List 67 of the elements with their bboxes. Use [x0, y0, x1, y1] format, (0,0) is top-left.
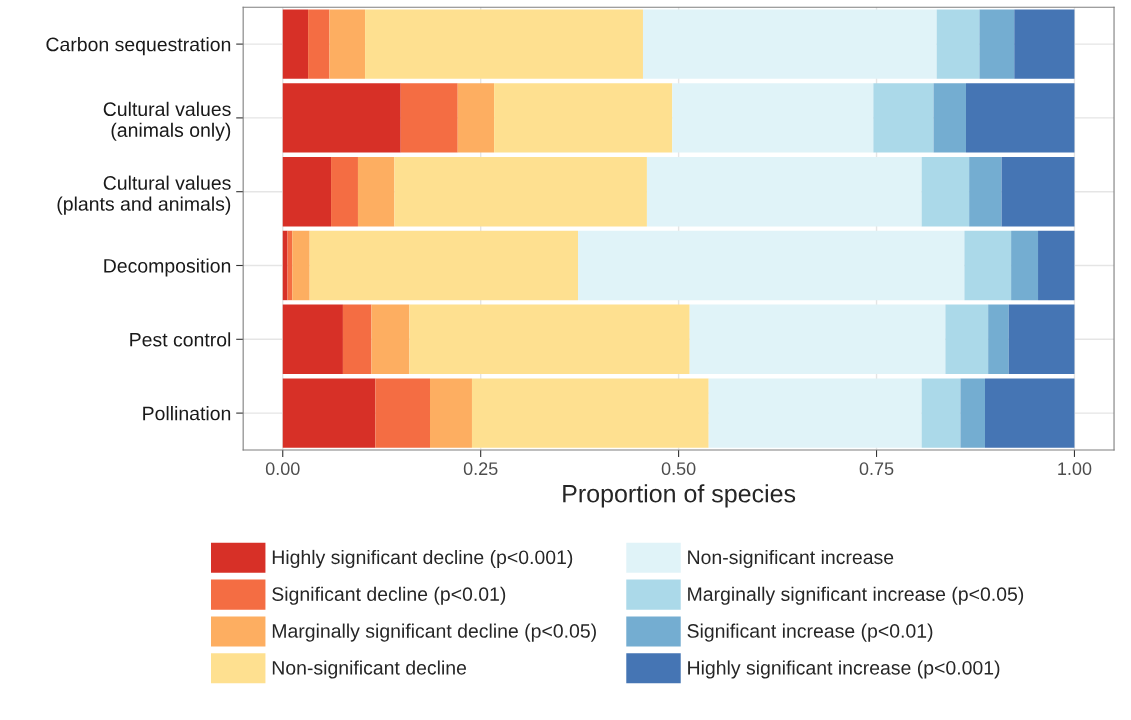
bar	[1014, 9, 1075, 79]
y-tick-label: Carbon sequestration	[46, 37, 231, 56]
bar	[357, 157, 395, 227]
bar	[873, 83, 934, 153]
bar	[984, 378, 1075, 448]
bar	[331, 157, 358, 227]
bar	[409, 304, 690, 374]
bar	[282, 304, 343, 374]
bar	[1038, 230, 1075, 301]
bar	[430, 378, 472, 448]
y-tick-label: Pest control	[130, 332, 231, 347]
bar	[282, 378, 376, 448]
bar	[329, 9, 366, 79]
legend-label: Highly significant decline (p<0.001)	[272, 549, 573, 569]
legend-label: Highly significant increase (p<0.001)	[688, 660, 1000, 679]
legend-label: Non-significant decline	[272, 660, 467, 679]
bar	[471, 378, 709, 448]
bar	[979, 9, 1015, 79]
bar	[282, 9, 309, 79]
bar	[400, 83, 458, 153]
bar	[646, 157, 922, 227]
legend-label: Marginally significant increase (p<0.05)	[688, 586, 1024, 605]
bar	[457, 83, 495, 153]
y-tick-label: Cultural values (animals only)	[103, 101, 231, 141]
bar	[371, 304, 410, 374]
bar	[365, 9, 643, 79]
y-tick-label: Cultural values (plants and animals)	[57, 175, 231, 215]
bar	[965, 83, 1075, 153]
bar	[394, 157, 647, 227]
y-tick-label: Pollination	[143, 406, 231, 421]
bar	[292, 230, 310, 301]
bar	[494, 83, 673, 153]
bar	[969, 157, 1002, 227]
bar	[1011, 230, 1039, 301]
bar	[921, 157, 970, 227]
bar	[708, 378, 922, 448]
bar	[578, 230, 965, 301]
legend-label: Significant decline (p<0.01)	[272, 586, 506, 605]
bar	[1008, 304, 1075, 374]
bar	[988, 304, 1009, 374]
bar	[936, 9, 980, 79]
bar	[282, 83, 401, 153]
bar	[342, 304, 372, 374]
bar	[960, 378, 985, 448]
bar	[282, 157, 332, 227]
legend-label: Significant increase (p<0.01)	[687, 623, 933, 642]
x-tick-label: 0.25	[463, 462, 498, 476]
bar	[309, 230, 579, 301]
x-axis-title: Proportion of species	[563, 484, 796, 508]
x-tick-label: 0.50	[661, 462, 696, 476]
bar	[689, 304, 946, 374]
bar	[1001, 157, 1075, 227]
legend-label: Marginally significant decline (p<0.05)	[272, 623, 596, 642]
bar	[933, 83, 966, 153]
x-tick-label: 1.00	[1058, 462, 1092, 476]
bar	[375, 378, 431, 448]
y-tick-label: Decomposition	[104, 258, 231, 277]
legend-label: Non-significant increase	[688, 549, 894, 569]
bar	[945, 304, 989, 374]
bar	[308, 9, 330, 79]
x-tick-label: 0.00	[265, 462, 300, 476]
bar	[282, 230, 288, 301]
bar	[964, 230, 1012, 301]
x-tick-label: 0.75	[859, 462, 894, 476]
bar	[672, 83, 874, 153]
bar	[921, 378, 961, 448]
bar	[642, 9, 937, 79]
